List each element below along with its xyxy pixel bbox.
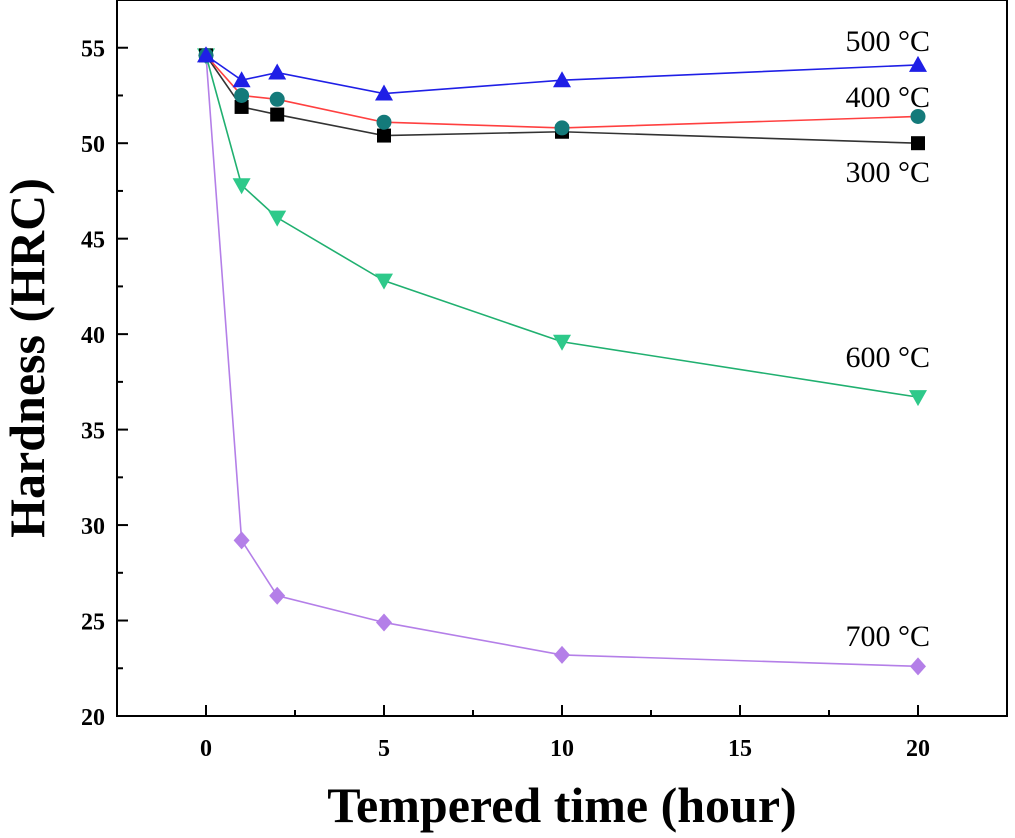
series-4 [198,46,926,676]
x-axis: 0 5 10 15 20 [200,705,1008,762]
series-label: 500 °C [845,25,930,58]
series-line [205,54,919,129]
series-label: 400 °C [845,81,930,114]
y-tick-label: 25 [81,610,105,636]
data-point [909,55,927,72]
data-point [553,334,571,351]
x-tick-label: 20 [906,736,930,762]
x-tick-label: 10 [550,736,574,762]
data-point [910,657,926,676]
y-tick-label: 50 [81,132,105,158]
data-point [553,71,571,88]
series-3 [197,48,927,407]
y-tick-label: 20 [81,705,105,731]
y-axis: 20 25 30 35 40 45 50 55 [81,0,128,731]
series-labels: 500 °C 400 °C 300 °C 600 °C 700 °C [845,25,930,653]
y-tick-label: 40 [81,323,105,349]
data-point [554,645,570,664]
series-layer [197,46,927,676]
x-tick-label: 5 [378,736,390,762]
data-point [233,531,250,550]
x-axis-title: Tempered time (hour) [327,777,796,833]
data-point [234,99,249,114]
series-line [205,55,919,668]
data-point [376,613,392,632]
series-0 [197,46,927,101]
data-point [377,128,391,143]
data-point [269,91,285,107]
data-point [909,390,927,407]
series-label: 300 °C [845,156,930,189]
data-point [197,46,215,63]
data-point [376,114,392,130]
data-point [375,273,393,290]
data-point [232,178,251,195]
data-point [268,210,287,227]
series-line [205,54,919,95]
y-tick-label: 55 [81,37,105,63]
data-point [270,107,285,122]
series-label: 700 °C [845,620,930,653]
series-1 [198,47,926,136]
y-tick-label: 30 [81,514,105,540]
data-point [910,108,926,124]
data-point [269,586,286,605]
x-tick-label: 15 [728,736,752,762]
series-label: 600 °C [845,341,930,374]
y-tick-label: 45 [81,228,105,254]
data-point [232,71,251,88]
data-point [911,136,925,151]
y-axis-title: Hardness (HRC) [0,178,55,538]
data-point [234,87,250,103]
data-point [554,120,570,136]
data-point [268,63,287,80]
y-tick-label: 35 [81,419,105,445]
series-line [205,55,919,398]
data-point [375,84,393,101]
x-tick-label: 0 [200,736,212,762]
